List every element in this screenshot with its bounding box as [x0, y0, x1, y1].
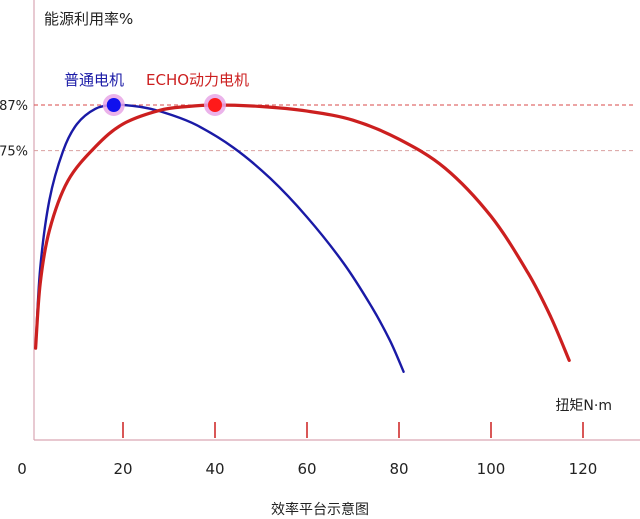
series-line-echo-motor — [34, 103, 571, 362]
x-tick-label-40: 40 — [205, 460, 224, 478]
ref-line-label-75: 75% — [0, 145, 28, 160]
peak-markers — [102, 94, 226, 116]
x-tick-label-0: 0 — [17, 460, 27, 478]
x-tick-label-60: 60 — [297, 460, 316, 478]
x-axis-caption: 效率平台示意图 — [271, 501, 369, 518]
x-unit-label: 扭矩N·m — [555, 398, 612, 414]
ref-line-label-87: 87% — [0, 99, 28, 114]
peak-point-standard-motor — [106, 98, 121, 112]
x-tick-label-100: 100 — [477, 460, 506, 478]
peak-point-echo-motor — [208, 98, 222, 112]
x-ticks: 0 20 40 60 80 100 120 — [17, 422, 597, 478]
x-tick-label-20: 20 — [113, 460, 132, 478]
y-axis-label: 能源利用率% — [44, 10, 133, 28]
series-layer — [34, 103, 571, 373]
legend-label-standard-motor: 普通电机 — [64, 71, 124, 89]
legend-label-echo-motor: ECHO动力电机 — [146, 71, 249, 89]
series-line-standard-motor — [34, 103, 405, 373]
x-tick-label-80: 80 — [389, 460, 408, 478]
x-tick-label-120: 120 — [569, 460, 598, 478]
